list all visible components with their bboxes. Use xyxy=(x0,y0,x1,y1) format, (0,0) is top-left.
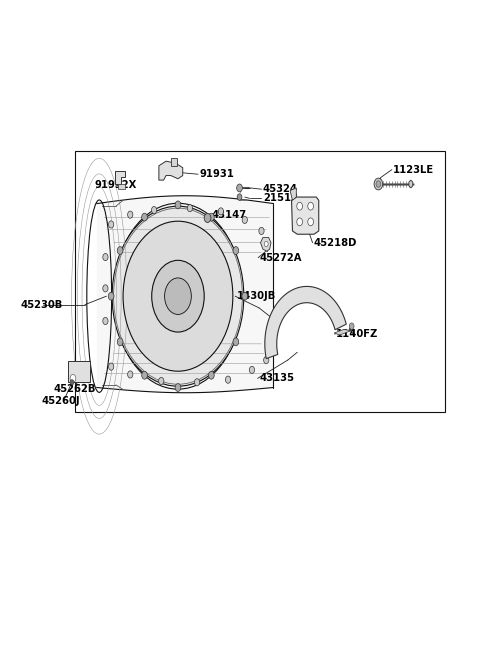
Circle shape xyxy=(158,377,164,384)
Text: 21513: 21513 xyxy=(263,193,298,203)
Circle shape xyxy=(264,356,269,364)
Circle shape xyxy=(70,380,74,385)
Circle shape xyxy=(208,213,214,221)
Circle shape xyxy=(108,292,114,300)
Circle shape xyxy=(376,181,381,187)
Circle shape xyxy=(142,213,147,221)
Circle shape xyxy=(249,366,254,373)
Circle shape xyxy=(108,363,114,370)
Polygon shape xyxy=(118,184,124,189)
Circle shape xyxy=(242,292,248,300)
Text: 45272A: 45272A xyxy=(259,253,301,263)
Polygon shape xyxy=(97,196,274,393)
Text: 91932X: 91932X xyxy=(95,180,137,191)
Bar xyxy=(75,151,445,412)
Text: 45262B: 45262B xyxy=(54,384,96,394)
Circle shape xyxy=(308,202,313,210)
Circle shape xyxy=(308,218,313,226)
Polygon shape xyxy=(409,180,413,188)
Text: 45230B: 45230B xyxy=(21,300,63,310)
Circle shape xyxy=(152,206,157,214)
Circle shape xyxy=(226,376,231,383)
Ellipse shape xyxy=(114,203,242,389)
Text: 43135: 43135 xyxy=(259,373,294,383)
Text: 1140FZ: 1140FZ xyxy=(336,329,378,339)
Polygon shape xyxy=(261,238,271,251)
Circle shape xyxy=(128,211,133,218)
Circle shape xyxy=(218,208,224,215)
Polygon shape xyxy=(171,158,177,166)
Polygon shape xyxy=(291,197,319,234)
Circle shape xyxy=(165,278,192,314)
Circle shape xyxy=(233,247,239,254)
Circle shape xyxy=(103,253,108,261)
Circle shape xyxy=(108,221,114,228)
Circle shape xyxy=(103,285,108,292)
Circle shape xyxy=(112,206,244,386)
Text: 43147: 43147 xyxy=(211,210,247,219)
Circle shape xyxy=(70,375,76,383)
Circle shape xyxy=(175,384,181,392)
Text: 45218D: 45218D xyxy=(314,238,357,248)
Polygon shape xyxy=(159,161,183,180)
Text: 45324: 45324 xyxy=(263,184,298,195)
Circle shape xyxy=(187,204,192,212)
Circle shape xyxy=(237,184,242,192)
Circle shape xyxy=(117,338,123,346)
Circle shape xyxy=(259,227,264,234)
Circle shape xyxy=(175,201,181,209)
Text: 91931: 91931 xyxy=(199,169,234,179)
Circle shape xyxy=(117,247,123,254)
Circle shape xyxy=(103,318,108,325)
Circle shape xyxy=(297,202,302,210)
Polygon shape xyxy=(265,286,346,359)
Text: 1123LE: 1123LE xyxy=(393,164,434,175)
Text: 45260J: 45260J xyxy=(42,396,81,406)
Circle shape xyxy=(194,379,200,386)
Circle shape xyxy=(233,338,239,346)
Bar xyxy=(68,362,90,383)
Circle shape xyxy=(204,214,211,223)
Circle shape xyxy=(142,371,147,379)
Polygon shape xyxy=(334,329,351,335)
Circle shape xyxy=(208,371,214,379)
Text: 1430JB: 1430JB xyxy=(237,291,276,301)
Circle shape xyxy=(123,221,233,371)
Circle shape xyxy=(128,371,133,378)
Circle shape xyxy=(349,323,354,329)
Polygon shape xyxy=(115,171,124,184)
Circle shape xyxy=(242,216,247,223)
Circle shape xyxy=(152,260,204,332)
Circle shape xyxy=(237,194,242,200)
Circle shape xyxy=(297,218,302,226)
Circle shape xyxy=(264,242,268,247)
Circle shape xyxy=(374,178,383,190)
Polygon shape xyxy=(290,188,296,200)
